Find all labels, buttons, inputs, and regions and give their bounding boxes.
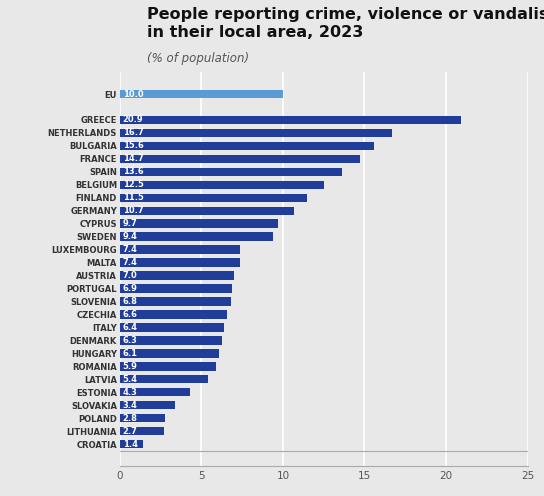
Text: 1.4: 1.4 <box>122 439 138 448</box>
Text: 6.9: 6.9 <box>122 284 138 293</box>
Bar <box>120 401 175 409</box>
Text: 6.3: 6.3 <box>122 336 138 345</box>
Text: 15.6: 15.6 <box>122 141 144 150</box>
Bar <box>120 116 461 124</box>
Bar <box>120 181 324 189</box>
Text: 12.5: 12.5 <box>122 181 144 189</box>
Text: 4.3: 4.3 <box>122 388 138 397</box>
Text: 5.9: 5.9 <box>122 362 138 371</box>
Text: 6.1: 6.1 <box>122 349 138 358</box>
Bar <box>120 375 208 383</box>
Bar <box>120 258 240 267</box>
Bar <box>120 349 219 358</box>
Text: 6.6: 6.6 <box>122 310 138 319</box>
Bar <box>120 220 278 228</box>
Bar <box>120 427 164 435</box>
Bar <box>120 310 227 318</box>
Bar <box>120 90 283 98</box>
Text: 16.7: 16.7 <box>122 128 144 137</box>
Text: 7.4: 7.4 <box>122 258 138 267</box>
Text: (% of population): (% of population) <box>147 52 249 65</box>
Bar <box>120 297 231 306</box>
Text: 5.4: 5.4 <box>122 375 138 384</box>
Bar <box>120 142 374 150</box>
Text: 9.7: 9.7 <box>122 219 138 228</box>
Text: 7.0: 7.0 <box>122 271 138 280</box>
Bar <box>120 206 294 215</box>
Text: 9.4: 9.4 <box>122 232 138 241</box>
Text: 10.7: 10.7 <box>122 206 143 215</box>
Bar <box>120 233 273 241</box>
Text: 20.9: 20.9 <box>122 116 143 124</box>
Text: People reporting crime, violence or vandalism
in their local area, 2023: People reporting crime, violence or vand… <box>147 7 544 41</box>
Bar <box>120 129 392 137</box>
Bar <box>120 414 165 423</box>
Bar <box>120 168 342 176</box>
Bar <box>120 271 234 280</box>
Text: 11.5: 11.5 <box>122 193 144 202</box>
Text: 13.6: 13.6 <box>122 167 144 177</box>
Text: 2.7: 2.7 <box>122 427 138 435</box>
Bar <box>120 440 143 448</box>
Bar <box>120 284 232 293</box>
Text: 6.4: 6.4 <box>122 323 138 332</box>
Text: 7.4: 7.4 <box>122 245 138 254</box>
Text: 10.0: 10.0 <box>122 90 143 99</box>
Text: 6.8: 6.8 <box>122 297 138 306</box>
Bar <box>120 155 360 163</box>
Text: 2.8: 2.8 <box>122 414 138 423</box>
Bar <box>120 362 216 371</box>
Bar <box>120 193 307 202</box>
Bar <box>120 323 224 332</box>
Text: 14.7: 14.7 <box>122 154 144 163</box>
Bar <box>120 246 240 254</box>
Bar <box>120 388 190 396</box>
Text: 3.4: 3.4 <box>122 401 138 410</box>
Bar <box>120 336 222 345</box>
